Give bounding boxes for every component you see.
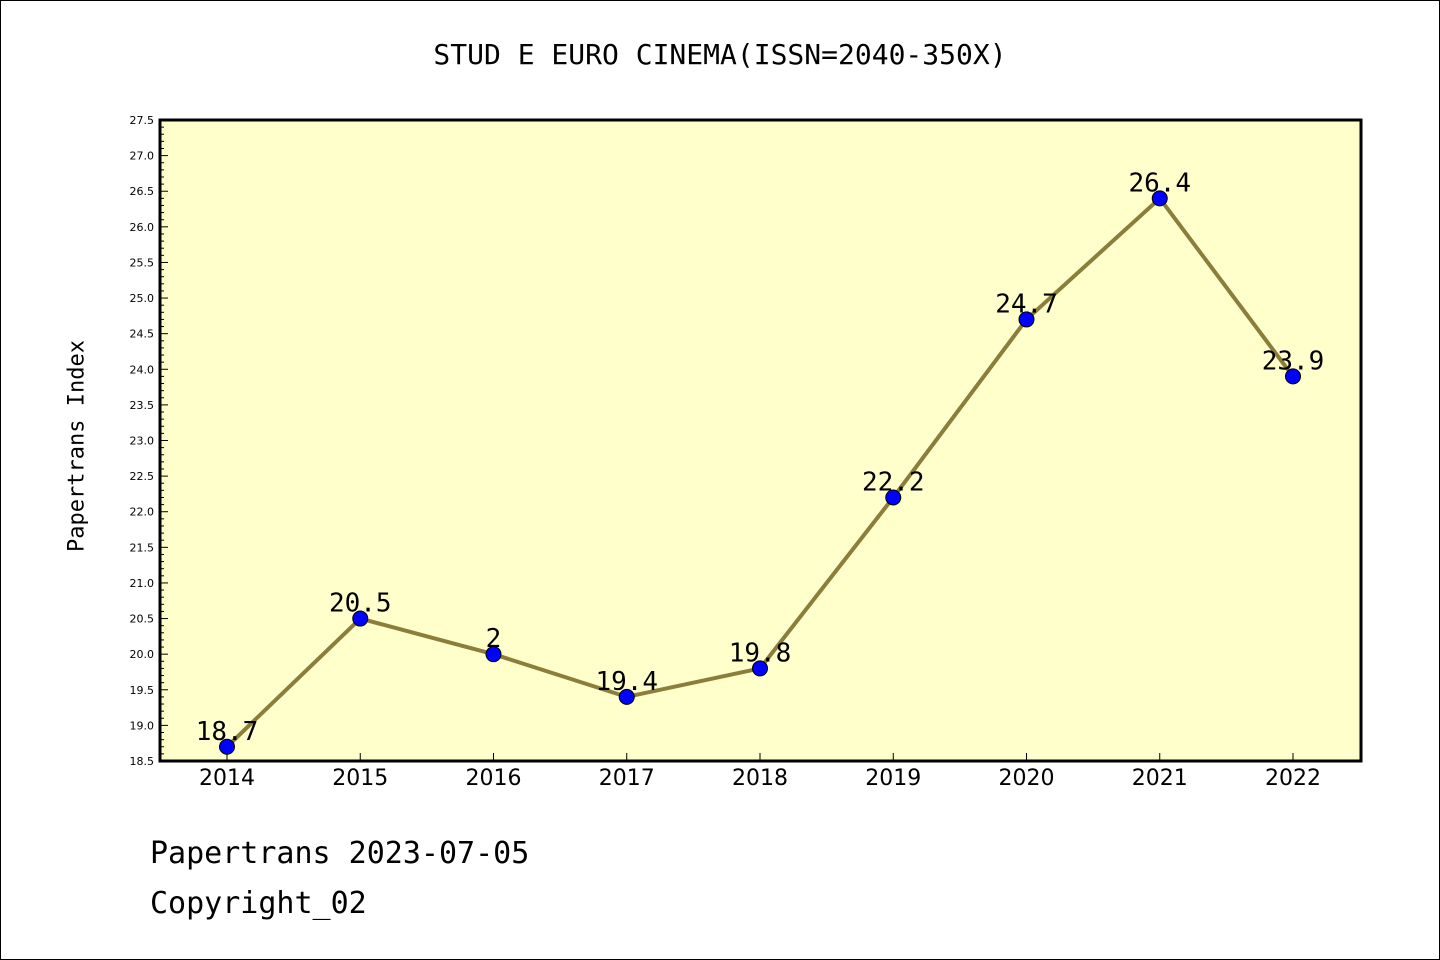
plot-area (158, 118, 1363, 763)
x-tick-label: 2019 (865, 766, 921, 791)
y-tick-label: 25.5 (130, 256, 155, 269)
x-tick-label: 2021 (1132, 766, 1188, 791)
data-point (618, 688, 635, 705)
y-tick-label: 20.5 (130, 613, 155, 626)
y-tick-label: 21.0 (130, 577, 155, 590)
data-label: 19.8 (729, 638, 792, 668)
series-group: 18.7 20.5 2 19.4 19.8 22.2 24.7 26.4 23.9 (196, 168, 1325, 755)
x-tick-label: 2018 (732, 766, 788, 791)
y-tick-label: 25.0 (130, 292, 155, 305)
y-tick-label: 24.0 (130, 363, 155, 376)
data-point (1285, 368, 1301, 385)
data-point (219, 738, 235, 755)
y-tick-label: 20.0 (130, 648, 155, 661)
y-tick-label: 18.5 (130, 755, 155, 768)
data-label: 22.2 (862, 467, 925, 497)
data-point (1151, 190, 1168, 207)
data-label: 24.7 (995, 289, 1058, 319)
y-tick-label: 27.0 (130, 150, 155, 163)
chart-title: STUD E EURO CINEMA(ISSN=2040-350X) (433, 38, 1007, 71)
y-tick-label: 26.0 (130, 221, 155, 234)
data-label: 19.4 (595, 667, 658, 697)
y-tick-label: 21.5 (130, 541, 155, 554)
y-tick-label: 26.5 (130, 185, 155, 198)
y-tick-label: 19.0 (130, 719, 155, 732)
x-tick-label: 2022 (1265, 766, 1321, 791)
x-tick-label: 2017 (599, 766, 655, 791)
y-tick-label: 22.0 (130, 506, 155, 519)
x-axis: 2014 2015 2016 2017 2018 2019 2020 2021 2022 (199, 753, 1321, 791)
x-tick-label: 2014 (199, 766, 255, 791)
data-label: 20.5 (329, 589, 392, 619)
data-point (1018, 311, 1035, 328)
y-tick-label: 22.5 (130, 470, 155, 483)
data-point (885, 489, 902, 506)
data-point (752, 660, 768, 677)
footer-copyright: Copyright_02 (150, 886, 367, 921)
x-tick-label: 2015 (332, 766, 388, 791)
y-axis: 18.5 19.0 19.5 20.0 20.5 21.0 21.5 22.0 22.5 23.0… (130, 114, 168, 768)
data-label: 26.4 (1128, 168, 1191, 198)
y-tick-label: 19.5 (130, 684, 155, 697)
y-tick-label: 23.0 (130, 435, 155, 448)
footer-date: Papertrans 2023-07-05 (150, 836, 530, 871)
data-point (485, 646, 502, 663)
data-label: 23.9 (1262, 346, 1325, 376)
y-tick-label: 23.5 (130, 399, 155, 412)
data-label: 18.7 (196, 717, 259, 747)
y-tick-label: 27.5 (130, 114, 155, 127)
x-tick-label: 2016 (466, 766, 522, 791)
data-point (352, 610, 369, 627)
y-tick-label: 24.5 (130, 328, 155, 341)
data-label: 2 (486, 624, 502, 654)
x-tick-label: 2020 (999, 766, 1055, 791)
